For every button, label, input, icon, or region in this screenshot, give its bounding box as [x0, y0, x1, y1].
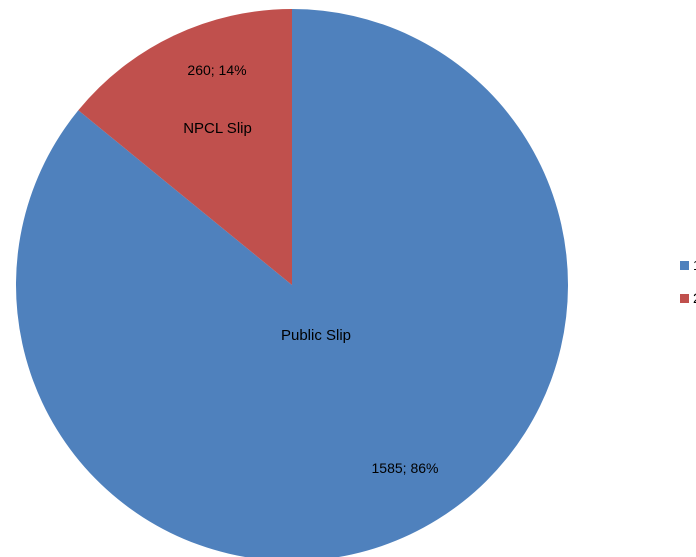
slice-npcl-slip — [78, 9, 292, 285]
data-label-npcl-slip: 260; 14% — [187, 62, 246, 78]
pie-slices — [16, 9, 568, 557]
legend-label-1: 1 — [693, 257, 696, 273]
legend-swatch-1 — [680, 261, 689, 270]
legend-swatch-2 — [680, 294, 689, 303]
slice-name-npcl-slip: NPCL Slip — [183, 120, 252, 137]
slice-name-public-slip: Public Slip — [281, 327, 351, 344]
data-label-public-slip: 1585; 86% — [372, 460, 439, 476]
slice-public-slip — [16, 9, 568, 557]
legend-label-2: 2 — [693, 290, 696, 306]
legend: 1 2 — [680, 257, 696, 306]
